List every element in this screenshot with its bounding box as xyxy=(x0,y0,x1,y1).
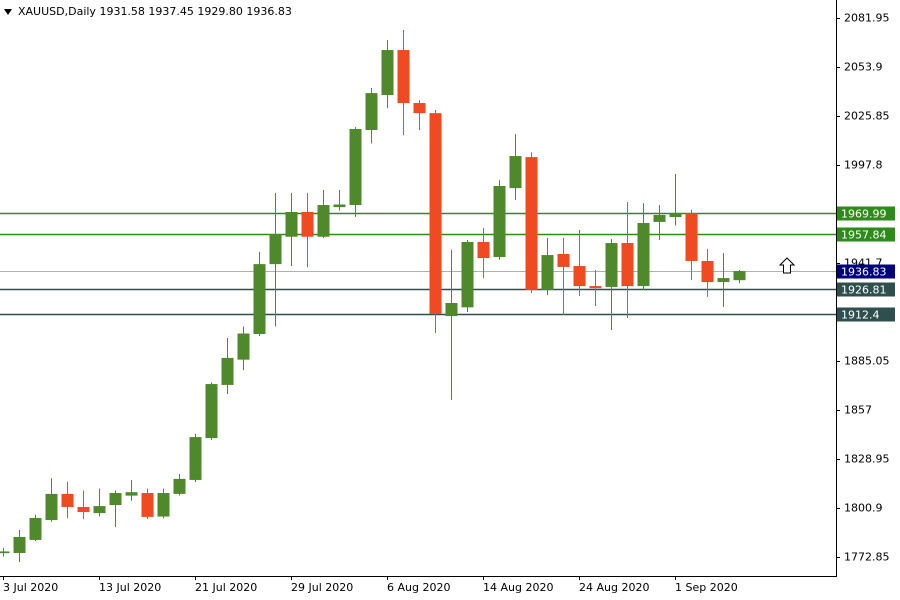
y-tick-label: 1885.05 xyxy=(844,355,890,368)
candle-body xyxy=(109,493,122,506)
current-price-label: 1936.83 xyxy=(841,266,887,279)
candle-body xyxy=(253,264,266,335)
candle-body xyxy=(637,222,650,287)
candle-body xyxy=(525,157,538,290)
y-tick-label: 2053.9 xyxy=(844,61,883,74)
candle-body xyxy=(29,517,42,540)
candle-body xyxy=(701,260,714,283)
candle-body xyxy=(509,156,522,189)
candle-body xyxy=(157,493,170,517)
price-label-box xyxy=(837,206,895,221)
y-tick-label: 2081.95 xyxy=(844,12,890,25)
arrow-icon xyxy=(778,257,796,274)
y-tick-label: 1800.9 xyxy=(844,502,883,515)
candle-body xyxy=(0,551,10,554)
candle-body xyxy=(461,241,474,308)
candle-body xyxy=(173,478,186,494)
candle-body xyxy=(45,493,58,521)
candle-body xyxy=(205,384,218,439)
y-tick-label: 1772.85 xyxy=(844,551,890,564)
candle-body xyxy=(13,536,26,553)
candle-body xyxy=(669,213,682,218)
x-tick-label: 14 Aug 2020 xyxy=(483,581,553,594)
candle-body xyxy=(653,214,666,222)
price-label: 1912.4 xyxy=(841,309,880,322)
chart-title: XAUUSD,Daily 1931.58 1937.45 1929.80 193… xyxy=(18,5,292,18)
price-label: 1957.84 xyxy=(841,229,887,242)
candle-body xyxy=(349,129,362,206)
candle-body xyxy=(477,241,490,259)
candle-body xyxy=(77,506,90,513)
x-tick-label: 29 Jul 2020 xyxy=(291,581,353,594)
candle-body xyxy=(237,333,250,360)
plot-area xyxy=(0,29,836,563)
candle-body xyxy=(141,493,154,517)
candle-body xyxy=(573,266,586,287)
candle-body xyxy=(61,493,74,507)
candle-body xyxy=(189,437,202,480)
candle-body xyxy=(733,271,746,281)
candle-body xyxy=(301,211,314,237)
price-label: 1926.81 xyxy=(841,284,887,297)
x-tick-label: 6 Aug 2020 xyxy=(387,581,450,594)
current-price-box xyxy=(837,264,895,279)
candle-body xyxy=(621,243,634,287)
candle-body xyxy=(381,50,394,96)
menu-triangle xyxy=(4,9,12,15)
x-tick-label: 21 Jul 2020 xyxy=(195,581,257,594)
y-tick-label: 1997.8 xyxy=(844,159,883,172)
price-label: 1969.99 xyxy=(841,208,887,221)
y-tick-label: 1828.95 xyxy=(844,453,890,466)
candle-body xyxy=(445,302,458,317)
candle-body xyxy=(557,254,570,267)
candle-body xyxy=(317,205,330,237)
candle-body xyxy=(93,506,106,514)
x-tick-label: 24 Aug 2020 xyxy=(579,581,649,594)
candle-body xyxy=(685,213,698,261)
candle-body xyxy=(541,255,554,290)
candle-body xyxy=(605,243,618,287)
price-label-box xyxy=(837,307,895,322)
candle-body xyxy=(493,186,506,257)
y-tick-label: 1857 xyxy=(844,404,872,417)
candle-body xyxy=(429,113,442,314)
candle-body xyxy=(397,50,410,104)
price-label-box xyxy=(837,282,895,297)
x-tick-label: 3 Jul 2020 xyxy=(3,581,58,594)
candle-body xyxy=(285,211,298,237)
candle-body xyxy=(333,204,346,208)
candle-body xyxy=(269,234,282,265)
candle-body xyxy=(125,492,138,496)
candle-body xyxy=(589,286,602,289)
x-tick-label: 1 Sep 2020 xyxy=(675,581,738,594)
price-label-box xyxy=(837,227,895,242)
y-tick-label: 2025.85 xyxy=(844,110,890,123)
candle-body xyxy=(413,103,426,114)
candle-body xyxy=(365,93,378,131)
candle-body xyxy=(717,278,730,283)
x-tick-label: 13 Jul 2020 xyxy=(99,581,161,594)
candle-body xyxy=(221,357,234,385)
